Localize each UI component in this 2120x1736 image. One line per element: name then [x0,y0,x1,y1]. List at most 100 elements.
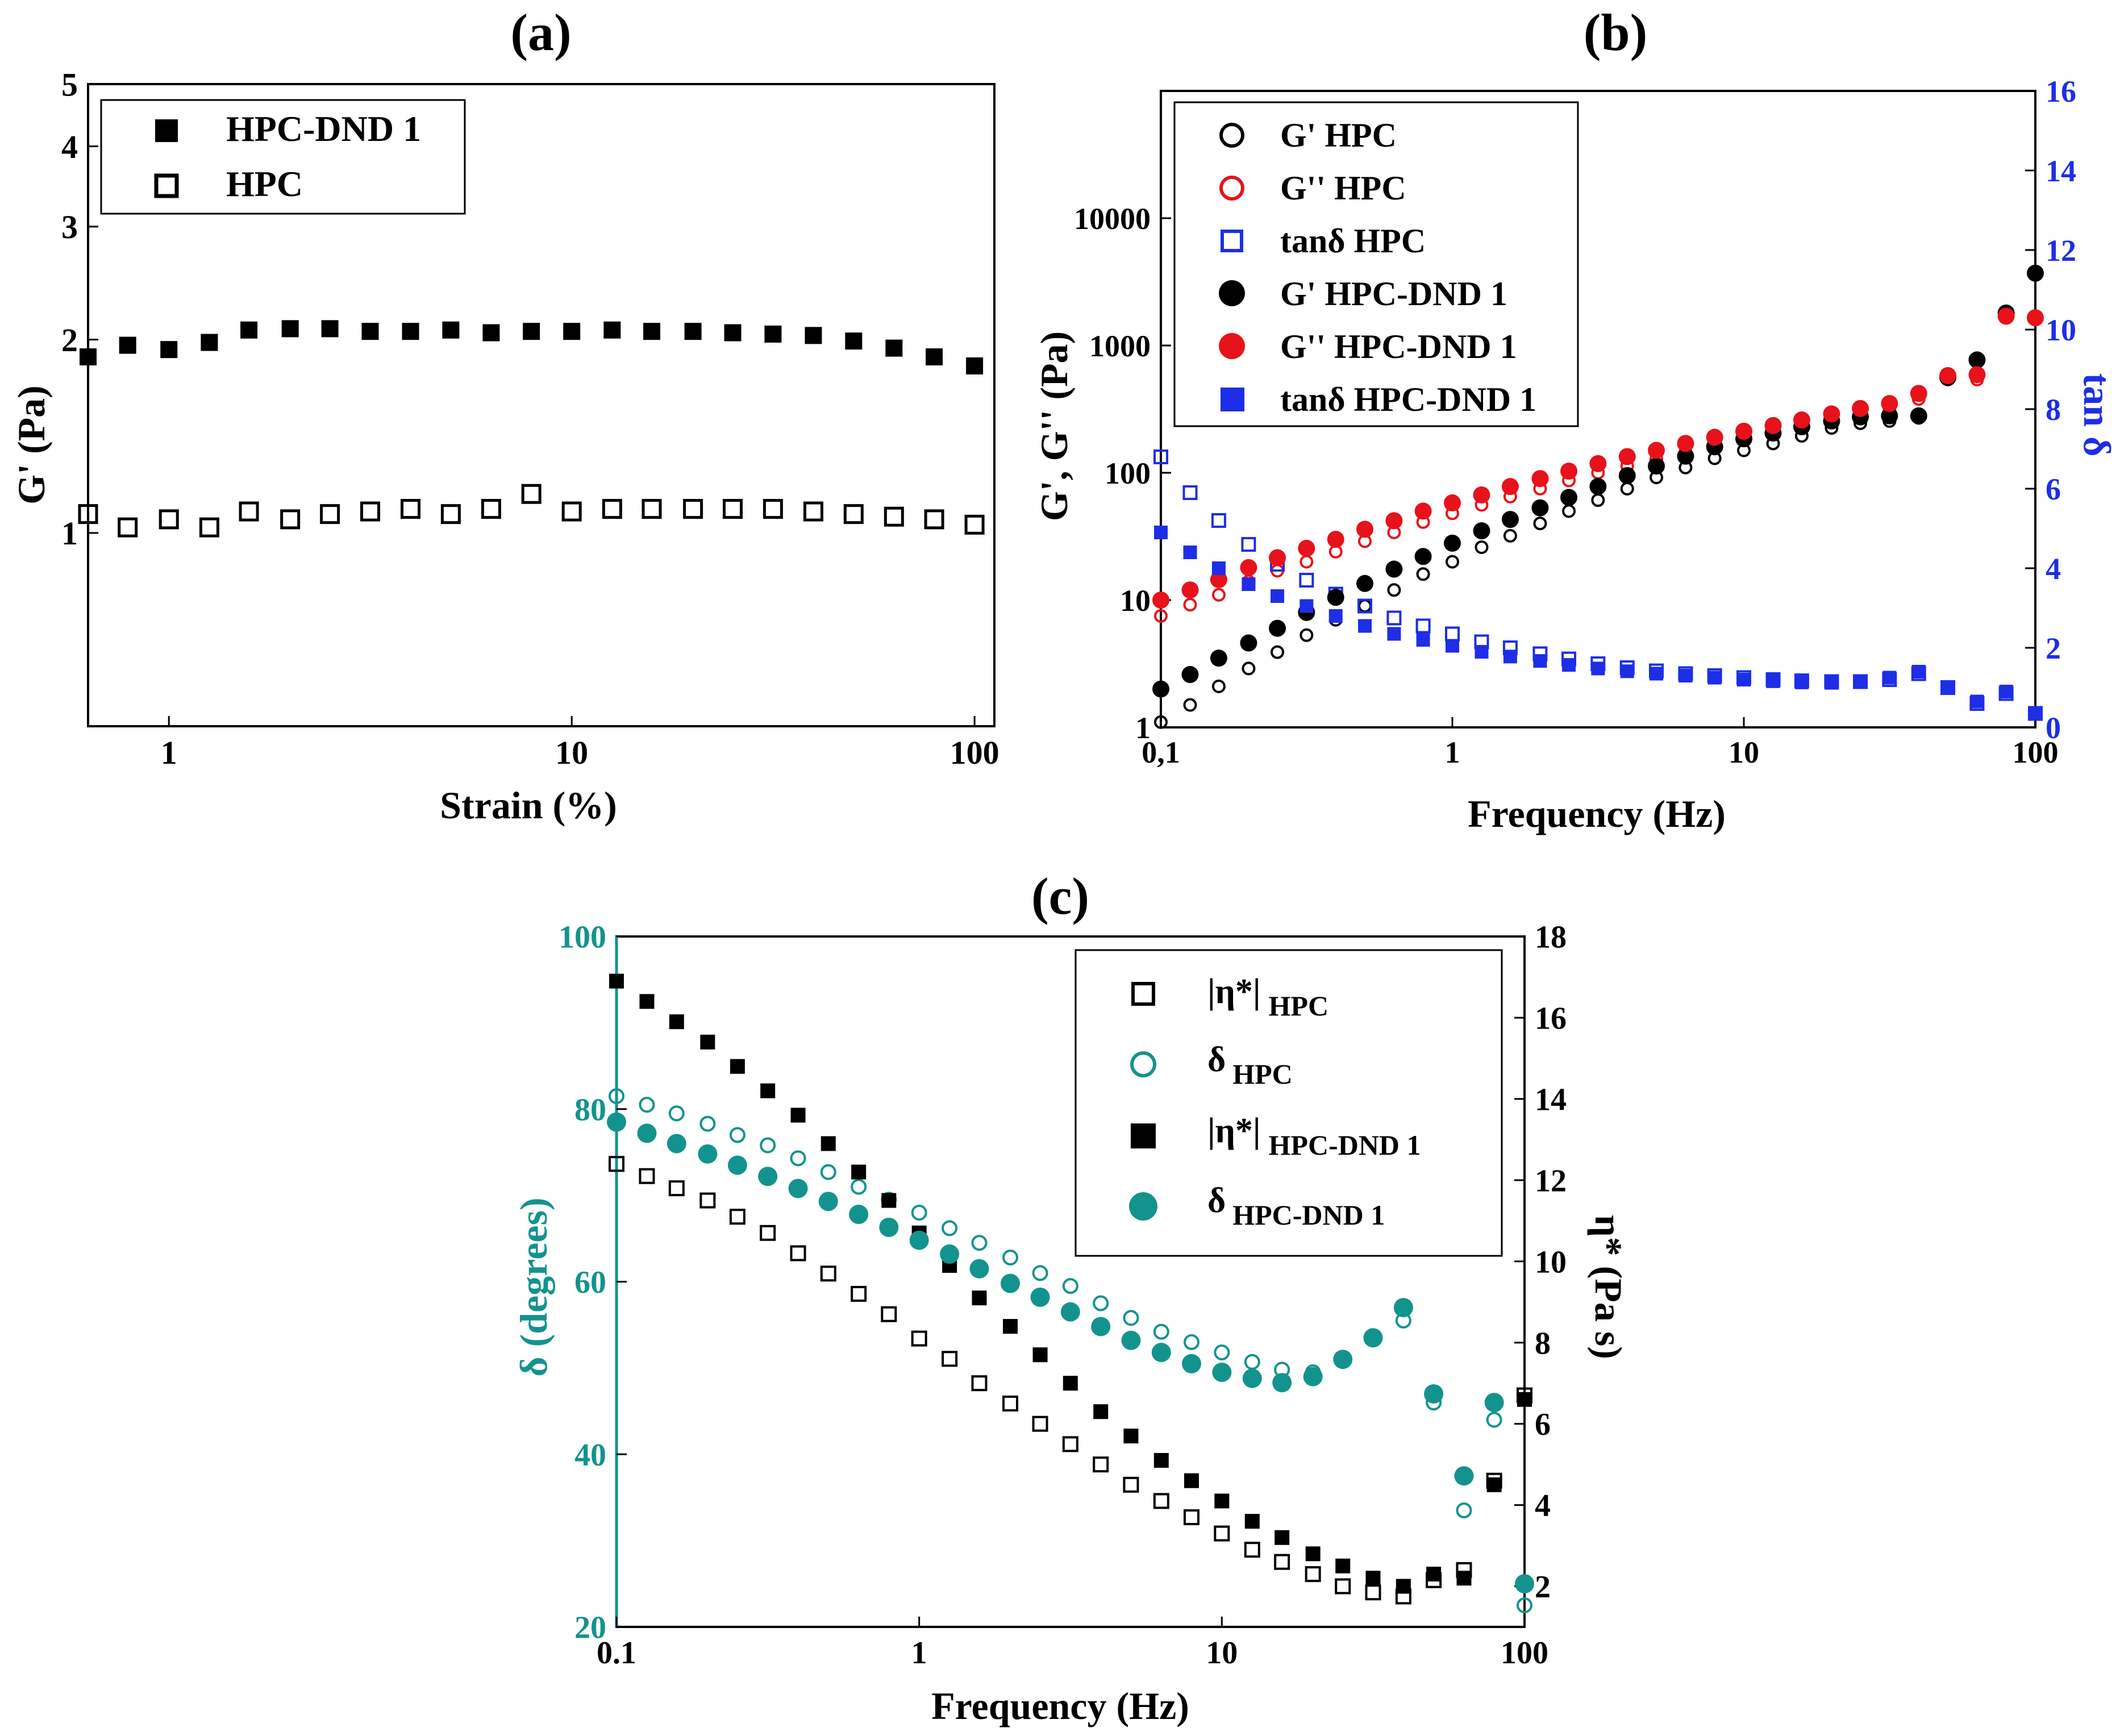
data-point-c-s2 [881,1193,897,1208]
data-point-b-s4 [1269,549,1286,567]
data-point-c-s3 [667,1134,686,1154]
y-tick-label: 20 [574,1610,606,1646]
legend-label-gprime-hpc: G' HPC [1280,116,1397,154]
data-point-a-s0 [885,339,903,357]
data-point-b-s5 [1854,675,1868,689]
data-point-c-s2 [1456,1571,1472,1586]
y-tick-label: 1 [1135,711,1151,745]
panel-a-xlabel: Strain (%) [440,784,617,827]
y2-tick-label: 10 [2046,313,2076,347]
legend-label-gprime-hpc-dnd1: G' HPC-DND 1 [1280,275,1507,313]
data-point-a-s1 [280,509,301,530]
data-point-a-s0 [845,332,863,350]
panel-b-xlabel: Frequency (Hz) [1468,792,1726,835]
legend-marker-tandelta-hpc [1221,230,1243,252]
legend-marker-hpc-dnd1 [155,119,178,142]
data-point-a-s0 [966,357,984,374]
x-tick-label: 1 [911,1635,927,1671]
data-point-b-s5 [1650,667,1664,681]
data-point-c-s0 [881,1306,897,1322]
data-point-c-s3 [1272,1373,1292,1393]
data-point-a-s1 [642,499,662,519]
legend-label-delta-hpc: δ HPC [1207,1040,1293,1090]
legend-marker-tandelta-hpc-dnd1 [1221,388,1244,411]
data-point-b-s4 [1997,307,2015,325]
data-point-a-s1 [803,501,823,522]
data-point-a-s0 [805,327,822,344]
data-point-b-s5 [1825,676,1839,690]
data-point-b-s0 [1446,555,1459,569]
data-point-c-s1 [609,1088,624,1104]
data-point-c-s2 [1003,1319,1018,1334]
chart-panel-b: (b) 0,1 1 10 100110100100010000024681012141… [1032,3,2119,835]
data-point-c-s0 [1062,1436,1078,1452]
data-point-b-s3 [1560,489,1578,506]
data-point-b-s2 [1445,626,1460,642]
legend-label-delta-hpc-dnd1: δ HPC-DND 1 [1207,1181,1385,1231]
data-point-b-s5 [1416,633,1430,647]
legend-marker-eta-hpc [1131,982,1155,1006]
data-point-b-s5 [1678,669,1693,682]
panel-c-marks [607,973,1534,1614]
x-tick-label: 10 [1206,1635,1238,1671]
panel-b-title: (b) [1584,3,1647,61]
data-point-c-s2 [730,1059,745,1074]
data-point-a-s1 [481,499,501,519]
data-point-a-s1 [159,509,179,530]
data-point-b-s5 [1387,627,1401,641]
data-point-b-s0 [1300,628,1314,642]
data-point-c-s1 [639,1097,655,1113]
y2-tick-label: 14 [1535,1082,1567,1117]
data-point-b-s5 [1242,577,1256,591]
data-point-b-s4 [1618,448,1636,465]
data-point-b-s4 [1648,442,1665,459]
data-point-b-s4 [1531,470,1549,488]
panel-c-title: (c) [1031,867,1089,925]
legend-label-hpc-dnd1: HPC-DND 1 [226,109,421,149]
data-point-c-s0 [851,1285,867,1302]
y2-tick-label: 4 [2046,552,2061,586]
data-point-c-s2 [1305,1546,1321,1562]
panel-c-y2label: η* (Pa s) [1587,1215,1630,1359]
data-point-b-s4 [1152,592,1169,609]
data-point-a-s0 [201,334,218,351]
data-point-c-s1 [1002,1249,1019,1265]
y2-tick-label: 8 [2046,393,2061,427]
data-point-c-s3 [1181,1354,1201,1373]
data-point-b-s4 [1910,385,1927,402]
data-point-c-s3 [1333,1350,1353,1369]
x-tick-label: 100 [1501,1635,1548,1671]
data-point-c-s3 [1484,1393,1504,1413]
data-point-b-s1 [1211,588,1226,602]
data-point-a-s0 [119,336,136,354]
y2-tick-label: 0 [2046,711,2061,745]
y-tick-label: 10000 [1074,202,1151,236]
data-point-b-s0 [1503,528,1517,543]
data-point-a-s1 [964,514,985,535]
data-point-c-s2 [851,1164,867,1180]
legend-label-tandelta-hpc: tanδ HPC [1280,222,1426,260]
data-point-c-s1 [1183,1334,1199,1350]
y2-tick-label: 16 [2046,74,2076,109]
data-point-b-s2 [1211,513,1226,528]
data-point-c-s2 [790,1108,806,1123]
data-point-b-s2 [1182,485,1198,500]
data-point-c-s1 [699,1115,716,1132]
data-point-b-s5 [1620,664,1634,678]
data-point-b-s5 [1999,685,2013,698]
data-point-b-s5 [1737,673,1751,686]
data-point-b-s3 [1531,499,1549,517]
data-point-b-s3 [1181,666,1199,684]
data-point-c-s2 [1153,1452,1169,1468]
data-point-b-s3 [1881,407,1898,424]
y-tick-label: 40 [574,1438,606,1473]
data-point-b-s3 [1618,467,1636,484]
data-point-b-s4 [1414,502,1432,520]
data-point-c-s1 [1244,1354,1260,1370]
data-point-c-s2 [1063,1376,1078,1391]
data-point-c-s0 [790,1245,806,1262]
data-point-c-s1 [1062,1278,1078,1294]
y-tick-label: 1 [61,515,78,552]
